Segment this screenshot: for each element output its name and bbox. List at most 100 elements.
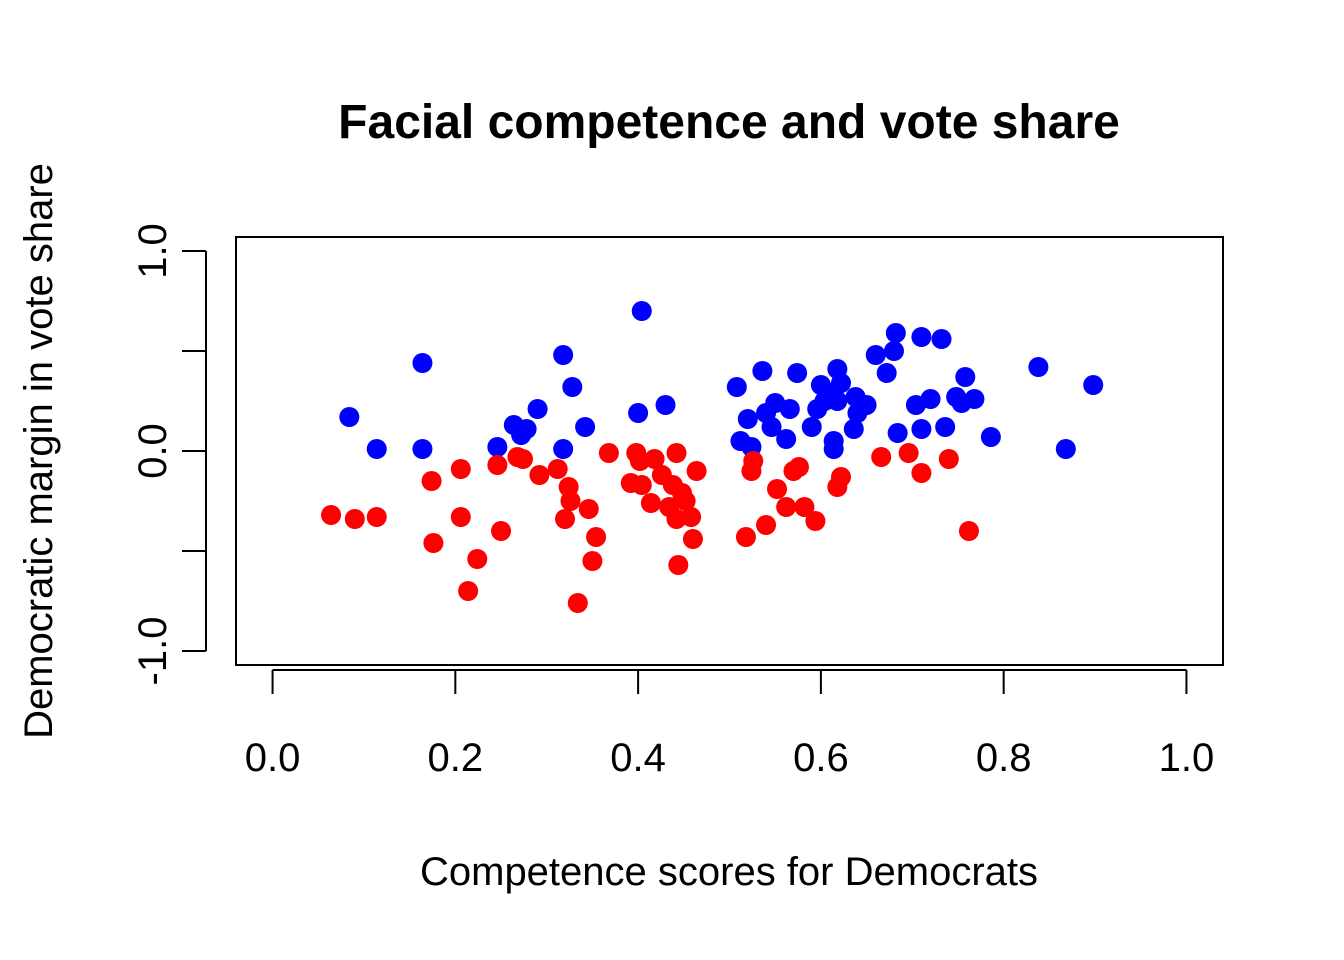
- point-republican-wins: [421, 471, 442, 491]
- point-republican-wins: [567, 593, 588, 613]
- point-republican-wins: [547, 459, 568, 479]
- point-republican-wins: [629, 451, 650, 471]
- x-tick-label: 0.4: [610, 736, 666, 780]
- point-republican-wins: [756, 515, 777, 535]
- point-republican-wins: [529, 465, 550, 485]
- point-republican-wins: [666, 509, 687, 529]
- y-tick-label: 0.0: [131, 423, 175, 479]
- y-tick-label: -1.0: [131, 617, 175, 686]
- point-democrat-wins: [1083, 375, 1104, 395]
- x-tick-label: 1.0: [1159, 736, 1215, 780]
- point-republican-wins: [776, 497, 797, 517]
- point-democrat-wins: [865, 345, 886, 365]
- point-republican-wins: [640, 493, 661, 513]
- point-democrat-wins: [964, 389, 985, 409]
- point-democrat-wins: [885, 323, 906, 343]
- chart-title: Facial competence and vote share: [338, 96, 1120, 149]
- point-democrat-wins: [737, 409, 758, 429]
- y-axis-label: Democratic margin in vote share: [17, 163, 61, 739]
- point-republican-wins: [682, 529, 703, 549]
- point-republican-wins: [321, 505, 342, 525]
- point-republican-wins: [681, 507, 702, 527]
- point-democrat-wins: [876, 363, 897, 383]
- point-republican-wins: [512, 449, 533, 469]
- point-democrat-wins: [628, 403, 649, 423]
- point-democrat-wins: [830, 373, 851, 393]
- point-democrat-wins: [980, 427, 1001, 447]
- point-republican-wins: [830, 467, 851, 487]
- x-axis: 0.0 0.2 0.4 0.6 0.8 1.0: [245, 669, 1215, 780]
- point-democrat-wins: [412, 439, 433, 459]
- point-republican-wins: [423, 533, 444, 553]
- point-democrat-wins: [856, 395, 877, 415]
- point-democrat-wins: [1028, 357, 1049, 377]
- point-republican-wins: [631, 475, 652, 495]
- point-democrat-wins: [911, 327, 932, 347]
- point-democrat-wins: [955, 367, 976, 387]
- point-democrat-wins: [553, 345, 574, 365]
- point-democrat-wins: [366, 439, 387, 459]
- point-republican-wins: [794, 497, 815, 517]
- point-republican-wins: [788, 457, 809, 477]
- point-republican-wins: [871, 447, 892, 467]
- x-tick-label: 0.6: [793, 736, 849, 780]
- point-republican-wins: [582, 551, 603, 571]
- point-republican-wins: [911, 463, 932, 483]
- point-republican-wins: [487, 455, 508, 475]
- point-republican-wins: [555, 509, 575, 529]
- x-tick-label: 0.8: [976, 736, 1032, 780]
- point-republican-wins: [450, 459, 471, 479]
- point-republican-wins: [586, 527, 607, 547]
- point-democrat-wins: [887, 423, 908, 443]
- data-points: [321, 301, 1104, 613]
- point-democrat-wins: [562, 377, 583, 397]
- y-tick-label: 1.0: [131, 223, 175, 279]
- point-democrat-wins: [487, 437, 508, 457]
- point-democrat-wins: [655, 395, 676, 415]
- point-democrat-wins: [779, 399, 800, 419]
- point-democrat-wins: [823, 439, 844, 459]
- point-republican-wins: [366, 507, 387, 527]
- point-republican-wins: [675, 491, 696, 511]
- point-republican-wins: [578, 499, 599, 519]
- y-axis: -1.0 0.0 1.0: [131, 223, 207, 686]
- point-republican-wins: [668, 555, 689, 575]
- plot-frame: [235, 236, 1224, 666]
- point-republican-wins: [491, 521, 512, 541]
- point-republican-wins: [743, 451, 764, 471]
- point-democrat-wins: [911, 419, 932, 439]
- point-republican-wins: [898, 443, 919, 463]
- point-republican-wins: [644, 449, 665, 469]
- point-democrat-wins: [516, 419, 537, 439]
- point-democrat-wins: [787, 363, 808, 383]
- point-democrat-wins: [827, 391, 848, 411]
- x-tick-label: 0.2: [428, 736, 484, 780]
- point-republican-wins: [344, 509, 365, 529]
- point-republican-wins: [686, 461, 707, 481]
- point-democrat-wins: [801, 417, 822, 437]
- x-axis-label: Competence scores for Democrats: [420, 850, 1038, 894]
- point-democrat-wins: [726, 377, 747, 397]
- point-republican-wins: [958, 521, 979, 541]
- point-republican-wins: [805, 511, 826, 531]
- point-democrat-wins: [843, 419, 864, 439]
- point-democrat-wins: [884, 341, 904, 361]
- point-republican-wins: [767, 479, 788, 499]
- point-republican-wins: [560, 491, 581, 511]
- point-democrat-wins: [412, 353, 433, 373]
- point-democrat-wins: [631, 301, 652, 321]
- x-tick-label: 0.0: [245, 736, 301, 780]
- point-democrat-wins: [931, 329, 952, 349]
- point-republican-wins: [598, 443, 619, 463]
- point-democrat-wins: [752, 361, 773, 381]
- point-republican-wins: [467, 549, 488, 569]
- point-democrat-wins: [575, 417, 596, 437]
- point-democrat-wins: [935, 417, 956, 437]
- point-democrat-wins: [527, 399, 548, 419]
- point-democrat-wins: [776, 429, 797, 449]
- point-democrat-wins: [761, 417, 782, 437]
- point-democrat-wins: [920, 389, 941, 409]
- point-republican-wins: [735, 527, 756, 547]
- point-republican-wins: [450, 507, 471, 527]
